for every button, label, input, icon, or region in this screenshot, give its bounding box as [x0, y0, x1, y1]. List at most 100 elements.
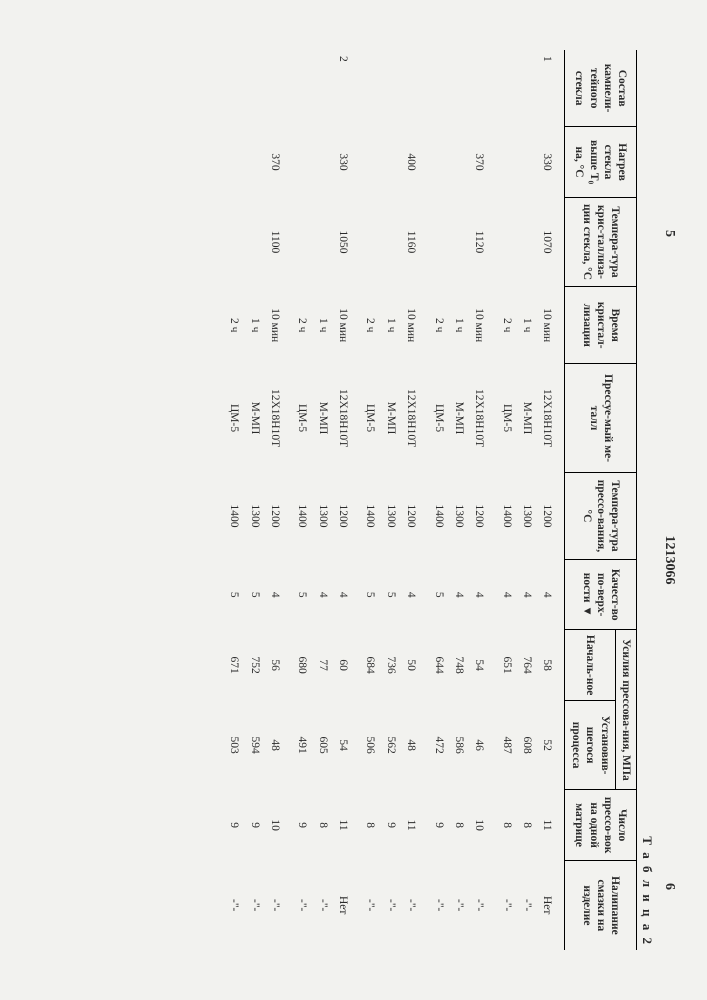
table-row: 2330105010 мин12Х18Н10Т12004605411Нет: [333, 50, 360, 950]
cell-c3: [312, 197, 332, 287]
cell-c9: 8: [517, 790, 537, 860]
cell-c5: 12Х18Н10Т: [265, 364, 292, 473]
table-head: Состав камнели-тейного стекла Нагрев сте…: [565, 50, 637, 950]
cell-c9: 8: [360, 790, 380, 860]
table-row: 1 чМ-МП130057365629-"-: [381, 50, 401, 950]
cell-c8a: 77: [312, 630, 332, 700]
cell-c5: М-МП: [244, 364, 264, 473]
cell-c1: [428, 50, 448, 127]
table-row: 1 чМ-МП130047485868-"-: [449, 50, 469, 950]
cell-c2: 370: [265, 127, 292, 197]
table-row: 1 чМ-МП130047646088-"-: [517, 50, 537, 950]
cell-c1: [292, 50, 312, 127]
cell-c5: М-МП: [312, 364, 332, 473]
cell-c4: 10 мин: [537, 287, 565, 364]
cell-c8a: 56: [265, 630, 292, 700]
cell-c2: 370: [469, 127, 496, 197]
cell-c9: 10: [265, 790, 292, 860]
table-body: 1330107010 мин12Х18Н10Т12004585211Нет1 ч…: [224, 50, 565, 950]
cell-c1: [244, 50, 264, 127]
cell-c5: 12Х18Н10Т: [333, 364, 360, 473]
cell-c10: -"-: [449, 860, 469, 950]
cell-c4: 2 ч: [292, 287, 312, 364]
page-rotated: 5 1213066 6 Т а б л и ц а 2 Состав камне…: [0, 0, 707, 1000]
cell-c1: [449, 50, 469, 127]
cell-c10: -"-: [428, 860, 448, 950]
table-row: 370110010 мин12Х18Н10Т12004564810-"-: [265, 50, 292, 950]
col-composition: Состав камнели-тейного стекла: [565, 50, 637, 127]
cell-c1: [224, 50, 244, 127]
cell-c2: [449, 127, 469, 197]
cell-c4: 1 ч: [449, 287, 469, 364]
cell-c8b: 503: [224, 700, 244, 790]
cell-c2: 330: [333, 127, 360, 197]
cell-c2: [381, 127, 401, 197]
cell-c8b: 562: [381, 700, 401, 790]
cell-c7: 4: [469, 560, 496, 630]
cell-c6: 1400: [496, 472, 516, 559]
cell-c7: 4: [333, 560, 360, 630]
table-row: 400116010 мин12Х18Н10Т12004504811-"-: [401, 50, 428, 950]
cell-c8a: 671: [224, 630, 244, 700]
cell-c5: ЦМ-5: [428, 364, 448, 473]
cell-c2: [517, 127, 537, 197]
cell-c2: 400: [401, 127, 428, 197]
cell-c2: 330: [537, 127, 565, 197]
cell-c8b: 605: [312, 700, 332, 790]
header-line: 5 1213066 6: [661, 50, 677, 950]
cell-c7: 5: [292, 560, 312, 630]
cell-c4: 1 ч: [381, 287, 401, 364]
cell-c4: 10 мин: [333, 287, 360, 364]
table-row: 2 чЦМ-5140056804919-"-: [292, 50, 312, 950]
cell-c8b: 586: [449, 700, 469, 790]
col-sticking: Налипание смазки на изделие: [565, 860, 637, 950]
cell-c5: ЦМ-5: [224, 364, 244, 473]
cell-c2: [496, 127, 516, 197]
cell-c5: 12Х18Н10Т: [537, 364, 565, 473]
cell-c8a: 764: [517, 630, 537, 700]
cell-c9: 9: [224, 790, 244, 860]
col-force: Усилия прессова-ния, МПа: [615, 630, 636, 790]
cell-c7: 4: [449, 560, 469, 630]
cell-c1: [265, 50, 292, 127]
cell-c4: 1 ч: [312, 287, 332, 364]
cell-c8a: 684: [360, 630, 380, 700]
table-row: 2 чЦМ-5140056845068-"-: [360, 50, 380, 950]
cell-c8b: 46: [469, 700, 496, 790]
cell-c6: 1300: [244, 472, 264, 559]
cell-c2: [292, 127, 312, 197]
cell-c8a: 644: [428, 630, 448, 700]
cell-c3: [244, 197, 264, 287]
cell-c1: 1: [537, 50, 565, 127]
cell-c5: ЦМ-5: [496, 364, 516, 473]
cell-c4: 2 ч: [360, 287, 380, 364]
cell-c10: -"-: [517, 860, 537, 950]
cell-c3: 1160: [401, 197, 428, 287]
cell-c4: 10 мин: [469, 287, 496, 364]
cell-c8a: 736: [381, 630, 401, 700]
cell-c4: 2 ч: [428, 287, 448, 364]
cell-c6: 1400: [224, 472, 244, 559]
cell-c8b: 506: [360, 700, 380, 790]
cell-c1: [360, 50, 380, 127]
cell-c10: -"-: [224, 860, 244, 950]
cell-c4: 10 мин: [401, 287, 428, 364]
cell-c10: -"-: [469, 860, 496, 950]
cell-c4: 2 ч: [224, 287, 244, 364]
cell-c9: 9: [381, 790, 401, 860]
cell-c6: 1200: [537, 472, 565, 559]
cell-c10: -"-: [381, 860, 401, 950]
table-row: 1 чМ-МП13004776058-"-: [312, 50, 332, 950]
cell-c7: 5: [360, 560, 380, 630]
cell-c3: [449, 197, 469, 287]
cell-c4: 2 ч: [496, 287, 516, 364]
table-row: 1330107010 мин12Х18Н10Т12004585211Нет: [537, 50, 565, 950]
cell-c6: 1300: [312, 472, 332, 559]
cell-c8b: 594: [244, 700, 264, 790]
cell-c8b: 54: [333, 700, 360, 790]
cell-c9: 9: [292, 790, 312, 860]
doc-number: 1213066: [661, 536, 677, 585]
cell-c7: 4: [401, 560, 428, 630]
cell-c9: 11: [401, 790, 428, 860]
cell-c2: [312, 127, 332, 197]
